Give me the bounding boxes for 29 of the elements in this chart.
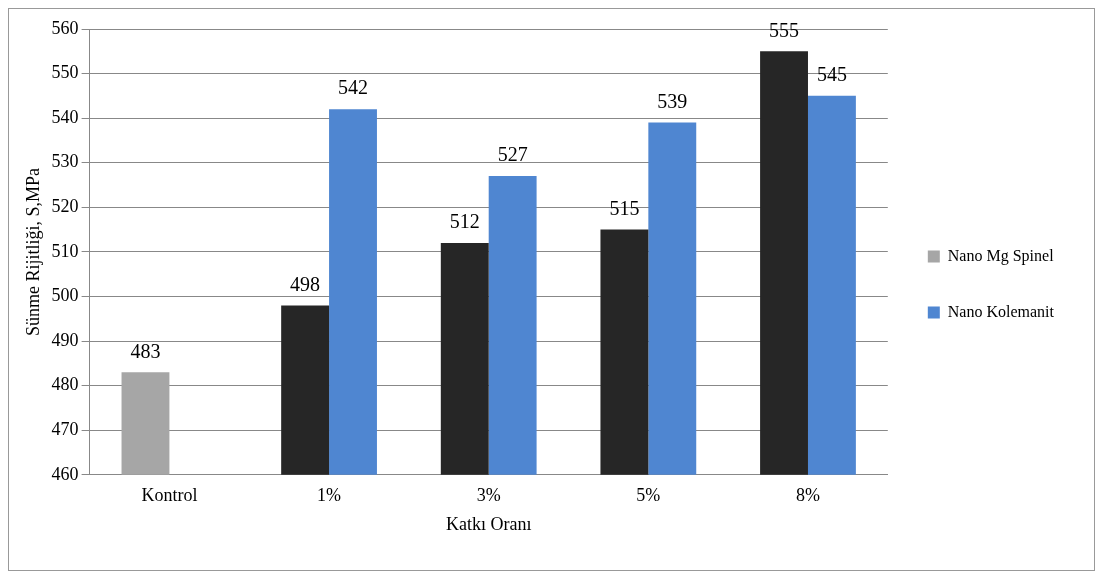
x-tick-label: 8% [795, 485, 820, 506]
y-tick-label: 460 [51, 463, 79, 484]
data-label: 555 [769, 18, 800, 41]
legend-label: Nano Kolemanit [947, 302, 1055, 320]
data-label: 545 [816, 63, 847, 86]
y-tick-label: 550 [51, 62, 79, 83]
data-label: 483 [130, 339, 161, 362]
data-label: 527 [497, 143, 528, 166]
y-tick-label: 510 [51, 240, 79, 261]
data-label: 512 [449, 210, 480, 233]
x-axis-title: Katkı Oranı [445, 513, 532, 534]
y-tick-label: 490 [51, 329, 79, 350]
x-tick-label: 1% [317, 485, 342, 506]
y-tick-label: 480 [51, 374, 79, 395]
data-label: 542 [338, 76, 369, 99]
y-axis-title: Sünme Rijitliği, S,MPa [22, 167, 43, 336]
x-tick-label: Kontrol [141, 485, 198, 506]
y-tick-label: 540 [51, 106, 79, 127]
legend-label: Nano Mg Spinel [947, 246, 1055, 265]
x-tick-label: 3% [476, 485, 501, 506]
data-label: 515 [609, 196, 640, 219]
y-tick-label: 470 [51, 418, 79, 439]
y-tick-label: 530 [51, 151, 79, 172]
y-tick-label: 500 [51, 285, 79, 306]
data-label: 539 [657, 89, 688, 112]
y-tick-label: 560 [51, 17, 79, 38]
data-label: 498 [290, 272, 321, 295]
y-tick-label: 520 [51, 196, 79, 217]
x-tick-label: 5% [636, 485, 661, 506]
